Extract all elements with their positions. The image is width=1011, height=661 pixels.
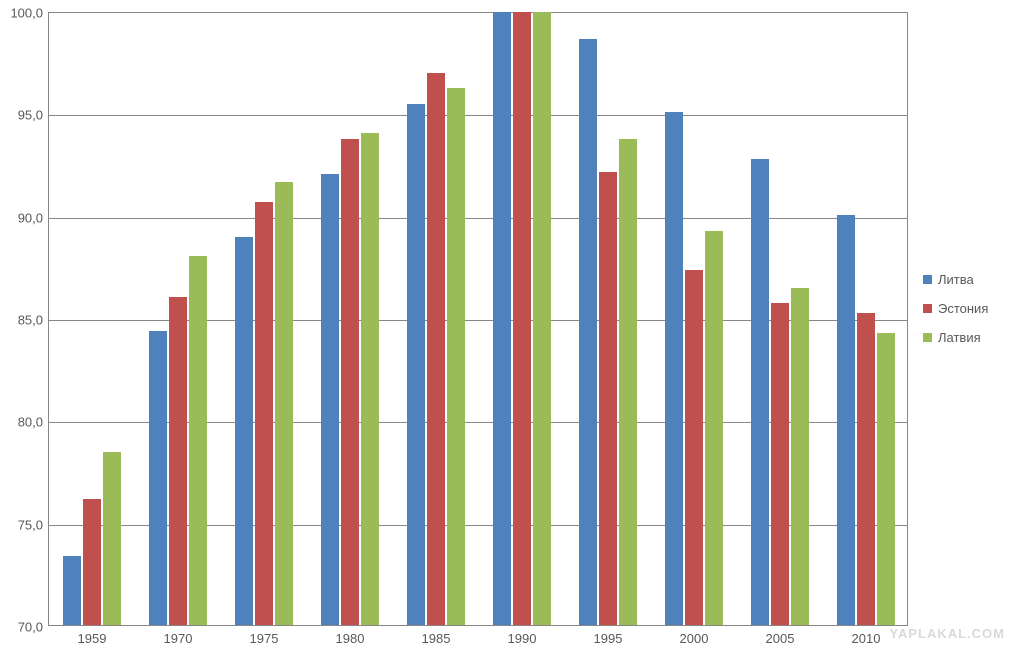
bar [751,159,769,625]
legend-label: Эстония [938,301,988,316]
bar [255,202,273,625]
bar [493,12,511,625]
legend-swatch [923,333,932,342]
bar [83,499,101,625]
y-tick-label: 95,0 [18,108,49,123]
bar [877,333,895,625]
x-tick-label: 1985 [422,625,451,646]
x-tick-label: 2005 [766,625,795,646]
gridline [49,218,907,219]
y-tick-label: 70,0 [18,620,49,635]
bar [665,112,683,625]
legend-label: Литва [938,272,974,287]
legend-swatch [923,304,932,313]
legend-label: Латвия [938,330,981,345]
bar [189,256,207,625]
bar [149,331,167,625]
x-tick-label: 1970 [164,625,193,646]
x-tick-label: 2010 [852,625,881,646]
x-tick-label: 1959 [78,625,107,646]
gridline [49,115,907,116]
y-tick-label: 90,0 [18,210,49,225]
bar [407,104,425,625]
bar [235,237,253,625]
bar [361,133,379,625]
bar [427,73,445,625]
legend-item: Латвия [923,330,988,345]
bar [169,297,187,626]
bar [579,39,597,625]
x-tick-label: 2000 [680,625,709,646]
bar [533,12,551,625]
bar [705,231,723,625]
bar [857,313,875,625]
y-tick-label: 80,0 [18,415,49,430]
x-tick-label: 1980 [336,625,365,646]
x-tick-label: 1995 [594,625,623,646]
bar [63,556,81,625]
y-tick-label: 75,0 [18,517,49,532]
bar [619,139,637,625]
legend-swatch [923,275,932,284]
bar [103,452,121,625]
bar [599,172,617,625]
plot-area: 70,075,080,085,090,095,0100,019591970197… [48,12,908,626]
bar [791,288,809,625]
x-tick-label: 1990 [508,625,537,646]
x-tick-label: 1975 [250,625,279,646]
bar [341,139,359,625]
bar [837,215,855,625]
bar [275,182,293,625]
bar [321,174,339,625]
y-tick-label: 85,0 [18,313,49,328]
legend-item: Эстония [923,301,988,316]
bar [447,88,465,625]
watermark: YAPLAKAL.COM [889,626,1005,641]
bar [685,270,703,625]
legend-item: Литва [923,272,988,287]
chart-container: 70,0 75,0 80,0 85,0 90,0 95,0 100,0 1959 1970 197… [0,0,1011,661]
bar [513,12,531,625]
legend: Литва Эстония Латвия [923,272,988,359]
bar [771,303,789,625]
y-tick-label: 100,0 [10,6,49,21]
